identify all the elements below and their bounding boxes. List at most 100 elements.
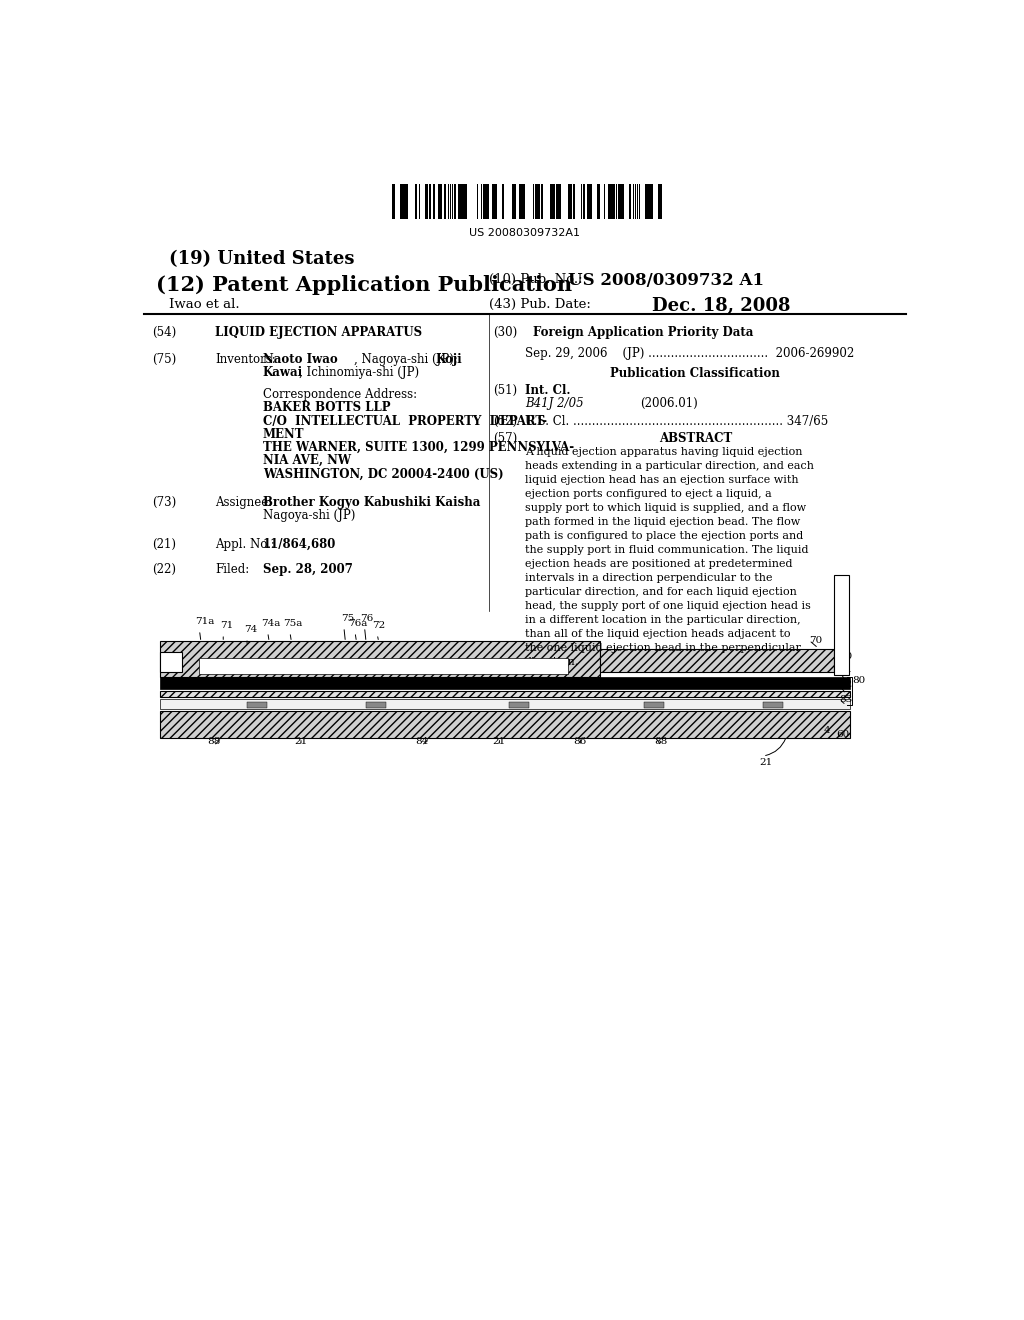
Bar [657, 183, 663, 219]
Text: 21: 21 [759, 758, 772, 767]
Bar [591, 183, 593, 219]
Text: (51): (51) [494, 384, 517, 397]
Text: heads extending in a particular direction, and each: heads extending in a particular directio… [524, 461, 814, 471]
Bar [160, 711, 850, 738]
Text: 76: 76 [360, 614, 374, 623]
Bar [492, 183, 494, 219]
Bar [623, 183, 624, 219]
Bar [600, 648, 835, 672]
Text: (73): (73) [152, 496, 176, 508]
Bar [433, 183, 435, 219]
Bar [160, 677, 850, 689]
Text: supply port to which liquid is supplied, and a flow: supply port to which liquid is supplied,… [524, 503, 806, 513]
Bar [644, 702, 664, 709]
Text: Inventors:: Inventors: [215, 352, 276, 366]
Bar [443, 183, 445, 219]
Text: path formed in the liquid ejection bead. The flow: path formed in the liquid ejection bead.… [524, 517, 800, 527]
Bar [763, 702, 782, 709]
Text: 80: 80 [852, 676, 865, 685]
Text: THE WARNER, SUITE 1300, 1299 PENNSYLVA-: THE WARNER, SUITE 1300, 1299 PENNSYLVA- [263, 441, 574, 454]
Text: direction.: direction. [524, 657, 579, 668]
Bar [429, 183, 431, 219]
Text: 74a: 74a [261, 619, 281, 628]
Text: 83: 83 [839, 694, 852, 704]
Bar [160, 690, 850, 697]
Text: (75): (75) [152, 352, 176, 366]
Bar [608, 183, 612, 219]
Text: Filed:: Filed: [215, 562, 250, 576]
Bar [502, 183, 504, 219]
Bar [459, 183, 462, 219]
Bar [439, 183, 441, 219]
Bar [520, 183, 524, 219]
Bar [629, 183, 631, 219]
Text: Dec. 18, 2008: Dec. 18, 2008 [652, 297, 791, 314]
Bar [639, 183, 640, 219]
Text: 4: 4 [823, 726, 829, 735]
Bar [485, 183, 488, 219]
Text: Brother Kogyo Kabushiki Kaisha: Brother Kogyo Kabushiki Kaisha [263, 496, 480, 508]
Bar [558, 183, 561, 219]
Text: ejection heads are positioned at predetermined: ejection heads are positioned at predete… [524, 560, 793, 569]
Bar [572, 183, 574, 219]
Text: Assignee:: Assignee: [215, 496, 272, 508]
Bar [637, 183, 638, 219]
Bar [453, 183, 454, 219]
Text: Iwao et al.: Iwao et al. [169, 297, 240, 310]
Text: (57): (57) [494, 432, 517, 445]
Bar [835, 576, 849, 675]
Bar [200, 657, 568, 673]
Bar [587, 183, 592, 219]
Bar [522, 183, 525, 219]
Text: , Ichinomiya-shi (JP): , Ichinomiya-shi (JP) [299, 366, 419, 379]
Text: 72: 72 [373, 620, 386, 630]
Bar [651, 183, 653, 219]
Bar [618, 183, 621, 219]
Text: (2006.01): (2006.01) [640, 397, 697, 411]
Text: NIA AVE, NW: NIA AVE, NW [263, 454, 351, 467]
Text: BAKER BOTTS LLP: BAKER BOTTS LLP [263, 401, 390, 414]
Text: Int. Cl.: Int. Cl. [524, 384, 570, 397]
Text: (22): (22) [152, 562, 176, 576]
Text: particular direction, and for each liquid ejection: particular direction, and for each liqui… [524, 587, 797, 598]
Bar [509, 702, 528, 709]
Text: 75a: 75a [284, 619, 303, 628]
Bar [633, 183, 634, 219]
Bar [556, 183, 558, 219]
Text: (30): (30) [494, 326, 517, 339]
Text: Nagoya-shi (JP): Nagoya-shi (JP) [263, 510, 355, 521]
Text: 76a: 76a [348, 619, 368, 628]
Bar [536, 183, 540, 219]
Text: Publication Classification: Publication Classification [610, 367, 780, 380]
Bar [604, 183, 605, 219]
Text: (43) Pub. Date:: (43) Pub. Date: [489, 297, 591, 310]
Bar [481, 183, 482, 219]
Bar [583, 183, 585, 219]
Text: 90: 90 [839, 652, 852, 661]
Text: Naoto Iwao: Naoto Iwao [263, 352, 338, 366]
Bar [512, 183, 514, 219]
Bar [425, 183, 428, 219]
Bar [392, 183, 394, 219]
Text: 21: 21 [294, 737, 307, 746]
Text: 21: 21 [493, 737, 506, 746]
Text: 70: 70 [809, 636, 822, 644]
Text: Foreign Application Priority Data: Foreign Application Priority Data [532, 326, 753, 339]
Text: US 2008/0309732 A1: US 2008/0309732 A1 [568, 272, 765, 289]
Bar [477, 183, 478, 219]
Bar [394, 183, 395, 219]
Text: intervals in a direction perpendicular to the: intervals in a direction perpendicular t… [524, 573, 772, 583]
Bar [581, 183, 582, 219]
Bar [649, 183, 652, 219]
Text: A liquid ejection apparatus having liquid ejection: A liquid ejection apparatus having liqui… [524, 447, 802, 457]
Bar [621, 183, 622, 219]
Text: Kawai: Kawai [263, 366, 303, 379]
Text: Sep. 28, 2007: Sep. 28, 2007 [263, 562, 353, 576]
Text: 11/864,680: 11/864,680 [263, 537, 336, 550]
Text: C/O  INTELLECTUAL  PROPERTY  DEPART-: C/O INTELLECTUAL PROPERTY DEPART- [263, 414, 547, 428]
Text: 75: 75 [341, 614, 354, 623]
Text: 71: 71 [220, 620, 233, 630]
Bar [597, 183, 599, 219]
Bar [455, 183, 457, 219]
Bar [415, 183, 417, 219]
